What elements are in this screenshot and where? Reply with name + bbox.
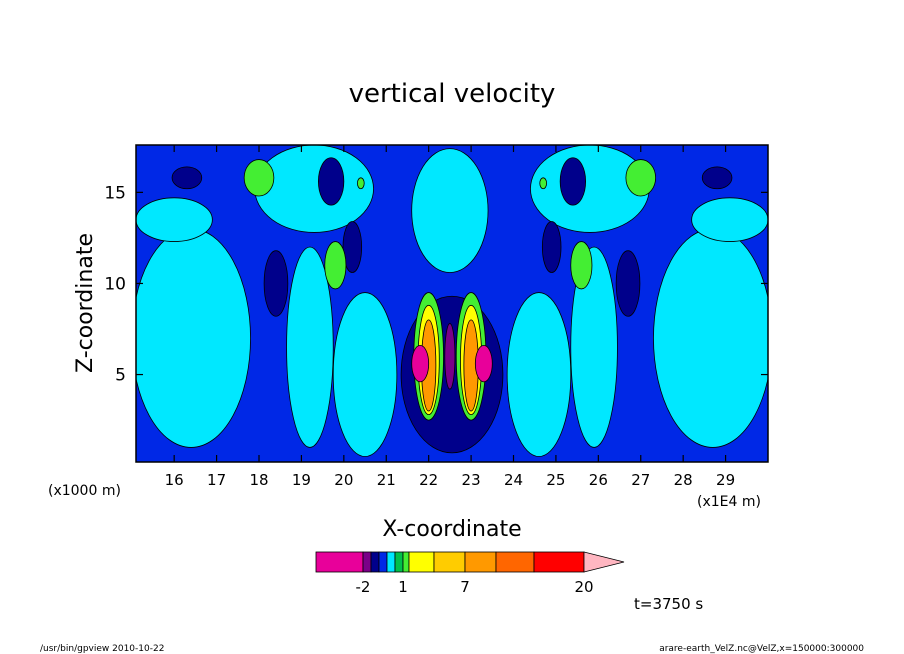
x-axis-label: X-coordinate xyxy=(382,517,521,542)
colorbar-band xyxy=(533,551,585,573)
x-unit-left: (x1000 m) xyxy=(48,483,121,499)
contour-region-15 xyxy=(559,157,587,206)
colorbar-band xyxy=(408,551,435,573)
x-tick-label: 22 xyxy=(419,471,438,489)
colorbar-band xyxy=(362,551,372,573)
contour-region-11 xyxy=(411,148,489,273)
x-tick-label: 16 xyxy=(165,471,184,489)
contour-region-4 xyxy=(691,197,768,242)
x-tick-label: 25 xyxy=(546,471,565,489)
x-tick-label: 26 xyxy=(589,471,608,489)
contour-region-24 xyxy=(357,177,365,190)
time-label: t=3750 s xyxy=(634,595,703,613)
contour-region-34 xyxy=(474,345,493,383)
y-tick-label: 10 xyxy=(104,274,126,294)
contour-region-22 xyxy=(324,241,347,290)
x-unit-right: (x1E4 m) xyxy=(697,494,761,510)
colorbar-band xyxy=(370,551,380,573)
x-tick-label: 27 xyxy=(631,471,650,489)
colorbar-band xyxy=(402,551,410,573)
y-axis: 5 10 15 xyxy=(104,183,768,386)
colorbar-band xyxy=(378,551,388,573)
x-tick-label: 29 xyxy=(716,471,735,489)
contour-region-14 xyxy=(317,157,345,206)
contour-regions xyxy=(136,145,768,462)
plot-frame xyxy=(135,144,769,463)
contour-region-9 xyxy=(254,145,374,233)
colorbar-band xyxy=(464,551,497,573)
x-axis: 16 17 18 19 20 21 22 23 24 25 26 27 28 29 xyxy=(165,145,735,489)
x-tick-label: 17 xyxy=(207,471,226,489)
chart-title: vertical velocity xyxy=(349,79,556,109)
x-tick-label: 23 xyxy=(462,471,481,489)
colorbar-arrow xyxy=(583,551,625,573)
x-tick-label: 28 xyxy=(674,471,693,489)
colorbar-tick-label: 1 xyxy=(398,578,408,596)
contour-region-13 xyxy=(701,166,733,190)
contour-region-6 xyxy=(570,246,618,448)
contour-region-19 xyxy=(541,221,562,273)
colorbar-labels: -2 1 7 20 xyxy=(356,578,594,596)
contour-region-7 xyxy=(332,292,398,457)
contour-region-5 xyxy=(286,246,334,448)
colorbar xyxy=(315,551,625,573)
contour-region-17 xyxy=(615,250,641,317)
contour-region-23 xyxy=(570,241,593,290)
contour-region-35 xyxy=(444,323,456,390)
contour-region-20 xyxy=(243,159,275,197)
colorbar-tick-label: 20 xyxy=(574,578,593,596)
colorbar-band xyxy=(495,551,535,573)
contour-region-33 xyxy=(411,345,430,383)
contour-region-2 xyxy=(653,228,768,448)
x-tick-label: 19 xyxy=(292,471,311,489)
colorbar-band xyxy=(386,551,396,573)
contour-region-18 xyxy=(342,221,363,273)
colorbar-band xyxy=(315,551,364,573)
contour-region-25 xyxy=(539,177,547,190)
x-tick-label: 20 xyxy=(334,471,353,489)
contour-region-8 xyxy=(506,292,572,457)
y-axis-label: Z-coordinate xyxy=(73,233,98,373)
contour-region-3 xyxy=(136,197,213,242)
colorbar-band xyxy=(433,551,466,573)
x-tick-label: 18 xyxy=(249,471,268,489)
colorbar-band xyxy=(394,551,404,573)
footer-left: /usr/bin/gpview 2010-10-22 xyxy=(40,644,164,654)
contour-region-12 xyxy=(171,166,203,190)
colorbar-tick-label: 7 xyxy=(460,578,470,596)
contour-region-16 xyxy=(263,250,289,317)
x-tick-label: 24 xyxy=(504,471,523,489)
y-tick-label: 15 xyxy=(104,183,126,203)
contour-region-21 xyxy=(625,159,656,197)
contour-region-1 xyxy=(136,228,251,448)
x-tick-label: 21 xyxy=(377,471,396,489)
footer-right: arare-earth_VelZ.nc@VelZ,x=150000:300000 xyxy=(659,644,864,654)
colorbar-tick-label: -2 xyxy=(356,578,371,596)
y-tick-label: 5 xyxy=(115,366,126,386)
